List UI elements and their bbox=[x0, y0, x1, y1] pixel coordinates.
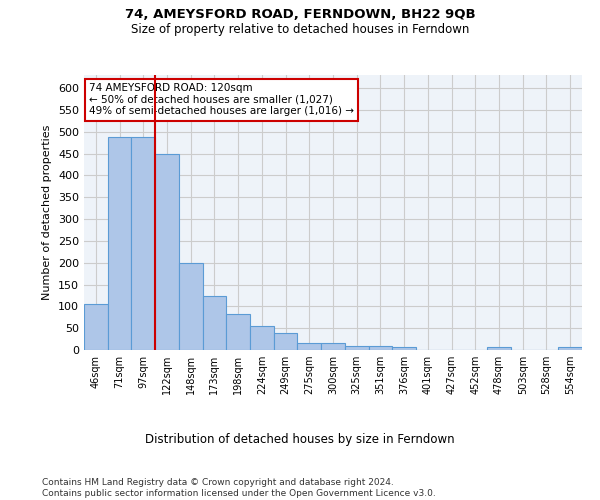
Text: 74, AMEYSFORD ROAD, FERNDOWN, BH22 9QB: 74, AMEYSFORD ROAD, FERNDOWN, BH22 9QB bbox=[125, 8, 475, 20]
Text: Contains HM Land Registry data © Crown copyright and database right 2024.
Contai: Contains HM Land Registry data © Crown c… bbox=[42, 478, 436, 498]
Text: Distribution of detached houses by size in Ferndown: Distribution of detached houses by size … bbox=[145, 432, 455, 446]
Bar bbox=[84, 304, 108, 350]
Bar bbox=[298, 344, 321, 350]
Bar bbox=[558, 346, 582, 350]
Text: Size of property relative to detached houses in Ferndown: Size of property relative to detached ho… bbox=[131, 22, 469, 36]
Text: 74 AMEYSFORD ROAD: 120sqm
← 50% of detached houses are smaller (1,027)
49% of se: 74 AMEYSFORD ROAD: 120sqm ← 50% of detac… bbox=[89, 83, 354, 116]
Bar bbox=[487, 346, 511, 350]
Bar bbox=[345, 346, 368, 350]
Bar bbox=[131, 138, 155, 350]
Bar bbox=[274, 334, 298, 350]
Bar bbox=[392, 346, 416, 350]
Bar bbox=[179, 262, 203, 350]
Y-axis label: Number of detached properties: Number of detached properties bbox=[43, 125, 52, 300]
Bar bbox=[108, 138, 131, 350]
Bar bbox=[321, 344, 345, 350]
Bar bbox=[203, 296, 226, 350]
Bar bbox=[155, 154, 179, 350]
Bar bbox=[250, 326, 274, 350]
Bar bbox=[368, 346, 392, 350]
Bar bbox=[226, 314, 250, 350]
